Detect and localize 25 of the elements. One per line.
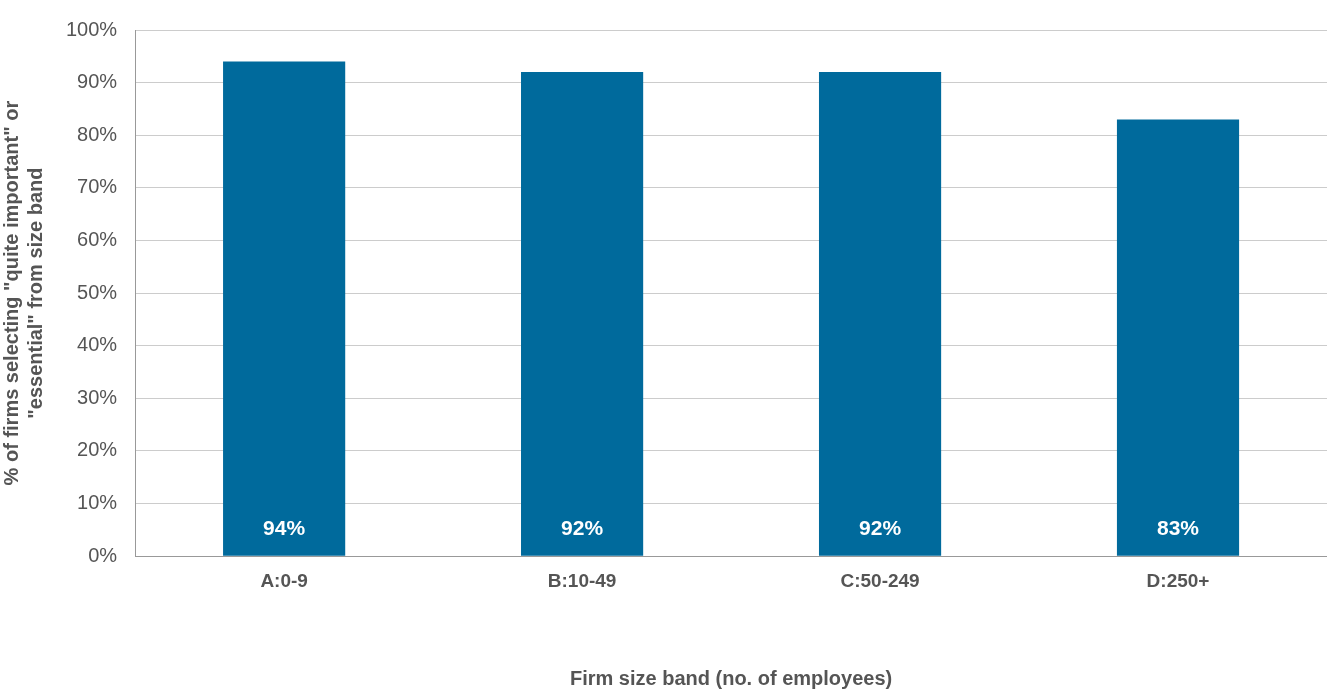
- bar: [818, 72, 942, 556]
- data-label: 92%: [859, 516, 902, 540]
- data-label: 92%: [561, 516, 604, 540]
- bar: [223, 61, 346, 556]
- y-tick-label: 100%: [66, 17, 118, 40]
- y-tick-label: 50%: [77, 280, 118, 303]
- y-tick-label: 60%: [77, 228, 118, 250]
- y-tick-label: 80%: [77, 122, 118, 145]
- bar: [1116, 119, 1240, 556]
- y-tick-label: 10%: [77, 491, 118, 514]
- y-tick-label: 40%: [77, 333, 118, 356]
- y-tick-label: 30%: [77, 385, 118, 408]
- y-tick-label: 70%: [77, 175, 118, 198]
- bar: [521, 72, 644, 556]
- x-tick-label: A:0-9: [260, 569, 308, 591]
- y-tick-label: 90%: [77, 70, 118, 93]
- x-tick-label: D:250+: [1146, 569, 1210, 591]
- y-axis-title: % of firms selecting "quite important" or "essential" from size band: [0, 100, 46, 486]
- x-tick-label: B:10-49: [547, 569, 617, 591]
- data-label: 83%: [1157, 516, 1200, 540]
- data-label: 94%: [263, 516, 306, 540]
- x-tick-label: C:50-249: [840, 569, 920, 591]
- y-tick-label: 20%: [77, 438, 118, 461]
- x-axis-title: Firm size band (no. of employees): [569, 666, 893, 689]
- y-tick-label: 0%: [88, 543, 118, 566]
